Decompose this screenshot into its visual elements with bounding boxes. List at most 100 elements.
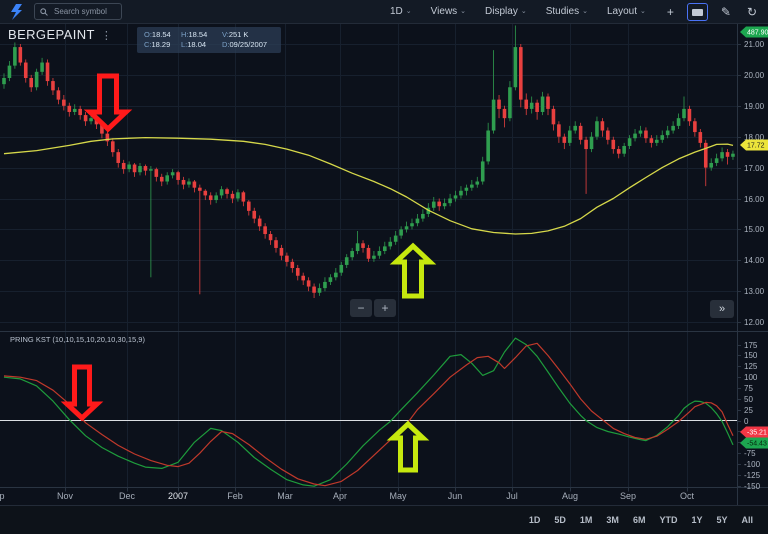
candle-body (334, 272, 338, 278)
zoom-in-button[interactable]: + (374, 299, 396, 317)
menu-studies[interactable]: Studies ⌄ (546, 6, 588, 17)
time-tick-label: 2007 (168, 491, 188, 501)
time-tick-label: Nov (57, 491, 74, 501)
kebab-menu-icon[interactable]: ⋮ (100, 30, 113, 42)
candle-body (703, 142, 708, 168)
arrow-down-annotation[interactable] (60, 364, 104, 422)
candle-body (132, 164, 137, 173)
candle-body (399, 229, 403, 236)
axis-tick-label: -125 (744, 471, 761, 480)
axis-tick-label: 16.00 (744, 195, 765, 204)
candle-body (290, 261, 295, 269)
arrow-down-annotation[interactable] (83, 73, 133, 133)
candle-body (301, 275, 305, 281)
annotation-icon (691, 8, 703, 16)
candle-body (508, 87, 512, 119)
candle-body (198, 187, 202, 191)
candle-body (491, 99, 496, 131)
candle-body (127, 164, 131, 170)
range-1y[interactable]: 1Y (684, 515, 709, 525)
last-price-badge: 487.90 (740, 26, 768, 38)
candle-body (34, 71, 39, 88)
candle-body (159, 176, 164, 182)
time-tick-label: Oct (680, 491, 695, 501)
axis-tick-label: 19.00 (744, 102, 765, 111)
app-logo-icon[interactable] (8, 3, 26, 21)
search-input[interactable] (52, 6, 116, 17)
candle-body (89, 118, 93, 122)
range-ytd[interactable]: YTD (652, 515, 684, 525)
candle-body (51, 81, 55, 91)
candle-body (557, 124, 561, 137)
range-3m[interactable]: 3M (599, 515, 626, 525)
candle-body (121, 162, 126, 170)
symbol-search[interactable] (34, 3, 122, 20)
menu-periodicity[interactable]: 1D ⌄ (390, 6, 412, 17)
candle-body (247, 201, 251, 211)
candle-body (72, 108, 77, 112)
add-button[interactable]: + (664, 5, 677, 19)
candle-body (62, 99, 66, 106)
candle-body (698, 132, 703, 143)
price-axis: 21.00 20.00 19.00 18.00 17.00 16.00 15.00 14.00… (737, 40, 765, 491)
candle-body (682, 108, 686, 119)
chevron-down-icon: ⌄ (520, 8, 527, 15)
candle-body (464, 187, 469, 191)
candle-body (562, 136, 567, 143)
svg-text:487.90: 487.90 (747, 30, 768, 37)
menu-layout[interactable]: Layout ⌄ (607, 6, 646, 17)
range-6m[interactable]: 6M (626, 515, 653, 525)
candle-body (344, 257, 349, 265)
candle-body (714, 158, 719, 163)
candle-body (105, 133, 110, 142)
kst-value-badge: -54.43 (740, 437, 768, 449)
arrow-up-annotation[interactable] (389, 242, 437, 299)
candle-body (279, 247, 284, 256)
pane-borders (0, 24, 768, 505)
candlestick-series[interactable] (2, 25, 735, 298)
range-5d[interactable]: 5D (547, 515, 573, 525)
range-all[interactable]: All (734, 515, 760, 525)
menu-label: Layout (606, 6, 637, 17)
candle-body (578, 125, 583, 140)
range-5y[interactable]: 5Y (709, 515, 734, 525)
candle-body (154, 169, 159, 177)
candle-body (622, 145, 626, 154)
range-1d[interactable]: 1D (522, 515, 548, 525)
menu-views[interactable]: Views ⌄ (431, 6, 466, 17)
arrow-up-annotation[interactable] (386, 420, 430, 473)
candle-body (676, 118, 681, 126)
time-tick-label: Jul (506, 491, 518, 501)
time-axis: p Nov Dec 2007 Feb Mar Apr May Jun Jul Aug Sep Oct (0, 488, 694, 501)
draw-button[interactable]: ✎ (718, 5, 734, 19)
zoom-out-button[interactable]: − (350, 299, 372, 317)
refresh-icon: ↻ (746, 4, 757, 19)
annotation-button[interactable] (686, 2, 708, 21)
lightning-bolt-icon (11, 3, 22, 20)
panel-expand-button[interactable]: » (710, 300, 734, 318)
candle-body (116, 152, 121, 163)
candle-body (170, 172, 175, 176)
candle-body (23, 62, 28, 78)
candle-body (236, 192, 240, 199)
candle-body (13, 47, 17, 66)
candle-body (7, 65, 12, 78)
candle-body (241, 192, 246, 202)
axis-tick-label: 13.00 (744, 287, 765, 296)
time-tick-label: Mar (277, 491, 293, 501)
candle-body (589, 136, 594, 150)
candle-body (437, 201, 441, 207)
refresh-button[interactable]: ↻ (744, 5, 760, 19)
candle-body (366, 247, 371, 259)
menu-display[interactable]: Display ⌄ (485, 6, 527, 17)
menu-label: 1D (390, 6, 403, 17)
axis-tick-label: 21.00 (744, 40, 765, 49)
candle-body (470, 184, 474, 188)
range-1m[interactable]: 1M (573, 515, 600, 525)
candle-body (660, 135, 665, 140)
annotation-arrows (60, 73, 437, 473)
candle-body (372, 255, 376, 259)
candle-body (295, 268, 300, 276)
study-label[interactable]: PRING KST (10,10,15,10,20,10,30,15,9) (10, 335, 145, 344)
